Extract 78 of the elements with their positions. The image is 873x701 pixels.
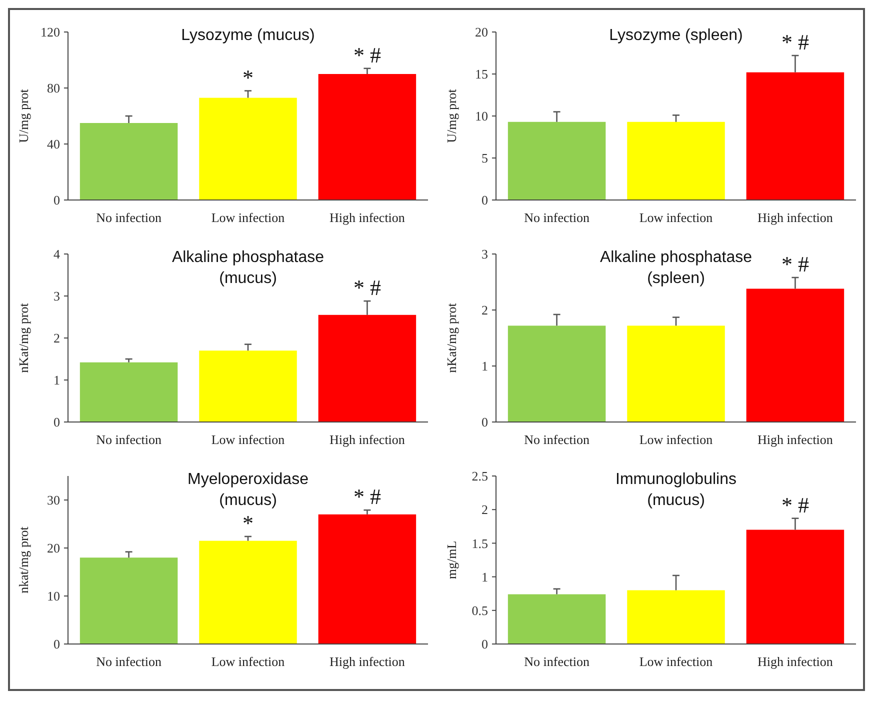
y-tick-label: 1: [482, 569, 488, 584]
y-axis-title: U/mg prot: [16, 88, 31, 143]
y-tick-label: 120: [40, 24, 60, 40]
y-axis-title: nKat/mg prot: [444, 302, 459, 373]
x-tick-label: High infection: [757, 210, 834, 225]
bar: [746, 530, 844, 644]
x-tick-label: Low infection: [211, 210, 286, 225]
y-tick-label: 0: [54, 636, 60, 652]
chart-title: Immunoglobulins (mucus): [616, 471, 736, 509]
y-tick-label: 5: [482, 150, 488, 166]
y-tick-label: 0: [54, 414, 60, 430]
y-tick-label: 20: [475, 24, 488, 40]
y-tick-label: 0: [482, 192, 488, 208]
chart-title: Lysozyme (spleen): [609, 27, 743, 44]
y-tick-label: 30: [47, 492, 60, 508]
annotation: * #: [781, 252, 809, 277]
annotation: * #: [353, 484, 381, 510]
y-tick-label: 0.5: [472, 602, 488, 618]
y-tick-label: 3: [482, 246, 488, 262]
x-tick-label: Low infection: [639, 654, 714, 669]
x-tick-label: No infection: [524, 210, 590, 225]
x-tick-label: High infection: [329, 210, 406, 225]
x-tick-label: Low infection: [639, 432, 714, 447]
y-tick-label: 10: [47, 588, 60, 604]
bar: [199, 540, 297, 644]
y-tick-label: 15: [475, 66, 488, 82]
y-tick-label: 4: [54, 246, 60, 262]
y-tick-label: 1.5: [472, 536, 488, 551]
x-tick-label: High infection: [757, 432, 834, 447]
chart-title: Myeloperoxidase (mucus): [188, 471, 309, 509]
bar: [199, 350, 297, 422]
y-tick-label: 0: [54, 192, 60, 208]
bar: [80, 123, 178, 200]
y-tick-label: 10: [475, 108, 488, 124]
annotation: * #: [781, 492, 809, 518]
chart-title: Alkaline phosphatase (mucus): [172, 249, 324, 287]
x-tick-label: Low infection: [211, 654, 286, 669]
bar: [318, 314, 416, 422]
bar: [199, 98, 297, 200]
bar: [627, 590, 725, 644]
y-tick-label: 2: [482, 302, 488, 318]
annotation: *: [242, 510, 254, 536]
y-axis-title: U/mg prot: [444, 88, 459, 143]
bar: [80, 558, 178, 644]
y-tick-label: 0: [482, 414, 488, 430]
annotation: * #: [781, 30, 809, 55]
annotation: * #: [353, 42, 381, 68]
y-tick-label: 1: [482, 358, 488, 374]
y-axis-title: mg/mL: [444, 540, 459, 580]
y-tick-label: 1: [54, 372, 60, 388]
bar: [80, 362, 178, 422]
y-tick-label: 0: [482, 636, 488, 652]
x-tick-label: No infection: [524, 654, 590, 669]
y-tick-label: 40: [47, 136, 60, 152]
x-tick-label: No infection: [96, 210, 162, 225]
x-tick-label: High infection: [329, 432, 406, 447]
annotation: *: [242, 64, 254, 90]
x-tick-label: No infection: [96, 432, 162, 447]
chart-title: Alkaline phosphatase (spleen): [600, 249, 752, 287]
y-tick-label: 2: [54, 330, 60, 346]
chart-title: Lysozyme (mucus): [181, 27, 315, 44]
bar: [318, 514, 416, 644]
y-tick-label: 3: [54, 288, 60, 304]
bar: [508, 594, 606, 644]
x-tick-label: No infection: [524, 432, 590, 447]
x-tick-label: No infection: [96, 654, 162, 669]
y-axis-title: nkat/mg prot: [16, 526, 31, 594]
x-tick-label: High infection: [329, 654, 406, 669]
x-tick-label: Low infection: [639, 210, 714, 225]
annotation: * #: [353, 275, 381, 300]
x-tick-label: High infection: [757, 654, 834, 669]
y-tick-label: 80: [47, 80, 60, 96]
y-tick-label: 2.5: [472, 468, 488, 484]
x-tick-label: Low infection: [211, 432, 286, 447]
y-axis-title: nKat/mg prot: [16, 302, 31, 373]
bar: [318, 74, 416, 200]
y-tick-label: 2: [482, 502, 488, 518]
y-tick-label: 20: [47, 540, 60, 556]
